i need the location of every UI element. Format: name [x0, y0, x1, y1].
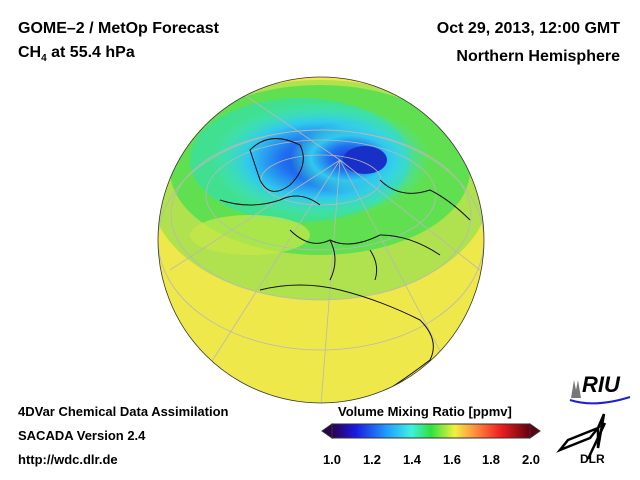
map-title: GOME–2 / MetOp Forecast — [18, 20, 219, 37]
species-name: CH — [18, 44, 42, 61]
species-level: at 55.4 hPa — [46, 44, 135, 61]
graticule — [158, 84, 484, 403]
species-subscript: 4 — [41, 53, 47, 65]
footer-url[interactable]: http://wdc.dlr.de — [18, 452, 118, 467]
colorbar-tick: 1.2 — [362, 452, 382, 467]
colorbar-tick: 1.4 — [402, 452, 422, 467]
forecast-date: Oct 29, 2013, 12:00 GMT — [436, 20, 620, 37]
colorbar-tick: 1.8 — [481, 452, 501, 467]
coastlines — [219, 138, 471, 401]
dlr-logo-icon — [556, 413, 607, 460]
colorbar-under-arrow — [321, 423, 333, 439]
footer-version: SACADA Version 2.4 — [18, 428, 146, 443]
riu-logo — [569, 380, 631, 405]
colorbar-over-arrow — [529, 423, 541, 439]
dlr-logo-text: DLR — [580, 452, 605, 466]
riu-logo-text: RIU — [582, 372, 620, 397]
colorbar-title: Volume Mixing Ratio [ppmv] — [338, 404, 512, 419]
region-label: Northern Hemisphere — [456, 48, 620, 65]
colorbar-tick: 1.0 — [322, 452, 342, 467]
footer-method: 4DVar Chemical Data Assimilation — [18, 404, 229, 419]
colorbar-tick: 1.6 — [442, 452, 462, 467]
colorbar-gradient — [331, 423, 531, 439]
colorbar — [321, 423, 541, 439]
species-label: CH4 at 55.4 hPa — [18, 44, 135, 64]
colorbar-tick: 2.0 — [521, 452, 541, 467]
globe — [158, 77, 484, 403]
